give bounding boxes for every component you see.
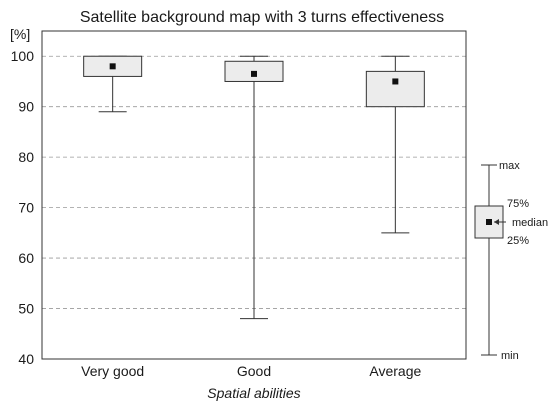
y-tick-label: 60 bbox=[18, 250, 34, 266]
legend-arrow-head bbox=[494, 219, 499, 225]
chart-title: Satellite background map with 3 turns ef… bbox=[80, 9, 444, 26]
box-legend: max 75% median 25% min bbox=[474, 160, 548, 362]
legend-min-label: min bbox=[501, 350, 519, 362]
iqr-box bbox=[365, 70, 425, 108]
y-tick-label: 50 bbox=[18, 301, 34, 317]
y-axis-ticks: 40 50 60 70 80 90 100 bbox=[11, 48, 35, 367]
x-category-label: Very good bbox=[81, 363, 144, 379]
median-marker bbox=[251, 70, 257, 77]
y-tick-label: 80 bbox=[18, 149, 34, 165]
box-series bbox=[83, 55, 425, 320]
legend-max-label: max bbox=[499, 160, 520, 172]
y-tick-label: 40 bbox=[18, 351, 34, 367]
legend-q3-label: 75% bbox=[507, 198, 529, 210]
legend-median-label: median bbox=[512, 217, 548, 229]
y-axis-label: [%] bbox=[10, 26, 30, 42]
box-3 bbox=[365, 55, 425, 234]
x-category-label: Good bbox=[237, 363, 271, 379]
legend-q1-label: 25% bbox=[507, 235, 529, 247]
y-tick-label: 90 bbox=[18, 99, 34, 115]
median-marker bbox=[109, 63, 116, 70]
x-category-label: Average bbox=[369, 363, 421, 379]
box-2 bbox=[224, 55, 284, 320]
plot-frame bbox=[41, 30, 467, 360]
box-1 bbox=[83, 55, 143, 113]
y-tick-label: 70 bbox=[18, 200, 34, 216]
median-marker bbox=[392, 78, 399, 85]
legend-median-marker bbox=[486, 219, 492, 225]
x-axis-label: Spatial abilities bbox=[207, 385, 300, 401]
x-axis-categories: Very good Good Average bbox=[81, 363, 421, 379]
y-tick-label: 100 bbox=[11, 48, 35, 64]
